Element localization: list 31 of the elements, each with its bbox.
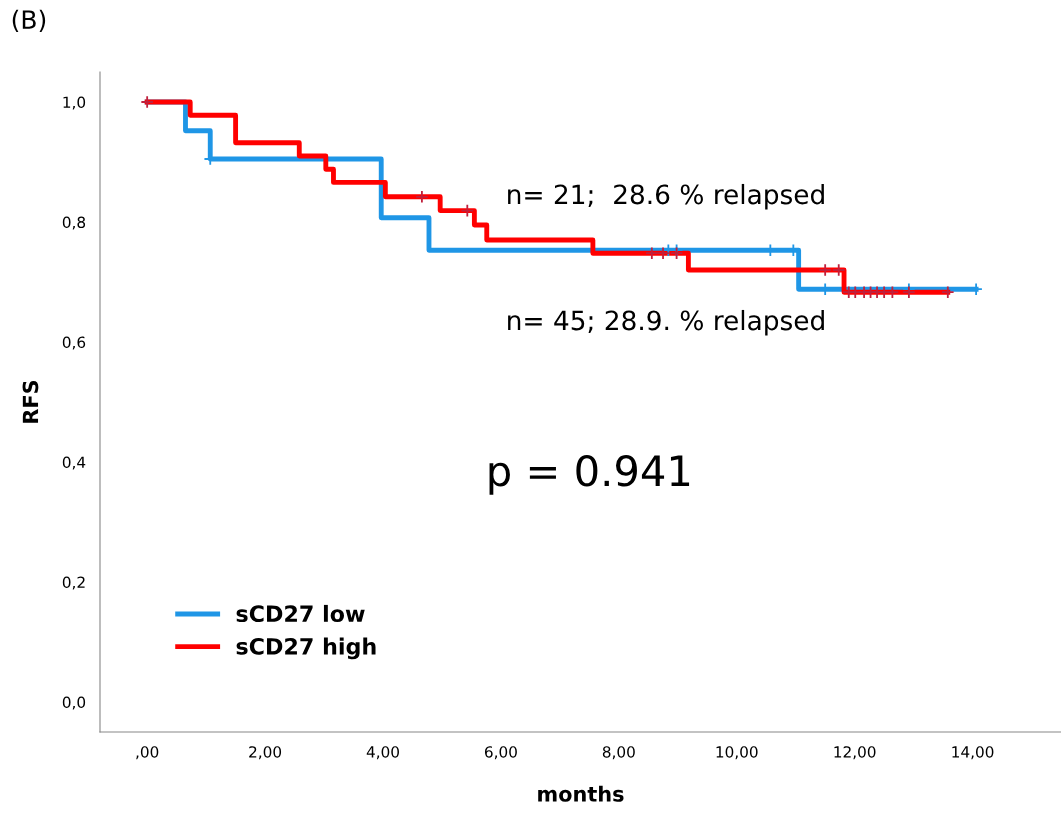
point (415, 190, 429, 204)
x-tick-label: 14,00 (952, 746, 994, 760)
point (818, 263, 832, 277)
x-tick-label: 8,00 (602, 746, 635, 760)
y-tick-label: 1,0 (63, 96, 86, 110)
x-tick-label: 12,00 (834, 746, 876, 760)
y-tick-label: 0,0 (62, 696, 86, 710)
point (832, 263, 846, 277)
y-tick-label: 0,6 (62, 336, 86, 350)
x-tick-label: 10,00 (716, 746, 758, 760)
x-tick-label: ,00 (136, 746, 159, 760)
y-axis-title: RFS (22, 380, 39, 423)
y-tick-label: 0,4 (62, 456, 86, 470)
point (885, 285, 900, 299)
x-tick-label: 6,00 (484, 746, 517, 760)
text: (B) (12, 9, 46, 32)
annotation: p = 0.941 (489, 455, 690, 495)
annotation: n= 21; 28.6 % relapsed (508, 183, 824, 210)
point (941, 285, 955, 299)
point (645, 246, 659, 260)
x-tick-label: 2,00 (249, 746, 282, 760)
y-tick-label: 0,2 (62, 576, 85, 590)
y-tick-label: 0,8 (62, 216, 86, 230)
legend-label: sCD27 low (236, 604, 365, 623)
x-axis-title: months (538, 785, 624, 802)
point (460, 203, 475, 218)
point (140, 95, 154, 109)
annotation: n= 45; 28.9. % relapsed (508, 309, 824, 336)
legend-label: sCD27 high (236, 637, 376, 660)
x-tick-label: 4,00 (366, 746, 399, 760)
point (656, 246, 670, 260)
